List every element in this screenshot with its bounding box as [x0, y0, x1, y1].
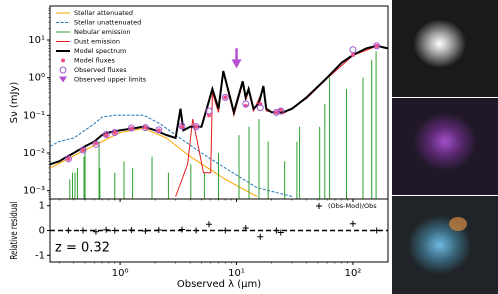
- model-flux: [104, 133, 109, 138]
- y-tick-label: 1: [39, 201, 45, 212]
- series-line: [50, 114, 293, 197]
- residual-point: [111, 227, 118, 234]
- residual-point: [373, 227, 380, 234]
- galaxy-image: [392, 196, 498, 294]
- legend: Stellar attenuated Stellar unattenuatedNe…: [56, 9, 147, 84]
- model-flux: [374, 43, 379, 48]
- annotation: z = 0.32: [55, 241, 110, 256]
- residual-point: [257, 233, 264, 240]
- residual-point: [349, 220, 356, 227]
- residual-panel: -1 0 1 10⁰ 10¹ 10² Relative residual z = 0.32 Ob…: [9, 198, 389, 290]
- x-axis-label: Observed λ (μm): [177, 279, 261, 290]
- observed-flux: [256, 104, 264, 112]
- legend-label: Observed fluxes: [74, 66, 127, 74]
- residual-point: [92, 228, 99, 235]
- model-flux: [93, 141, 98, 146]
- model-flux: [278, 107, 283, 112]
- observed-flux: [277, 107, 285, 115]
- residual-point: [103, 226, 110, 233]
- model-flux: [223, 95, 228, 100]
- series-line: [175, 45, 388, 197]
- residual-point: [79, 227, 86, 234]
- y-tick-label: 10⁻²: [23, 148, 45, 159]
- x-tick-label: 10⁰: [112, 268, 129, 279]
- observed-flux: [272, 108, 280, 116]
- y-axis-label: Sν (mJy): [9, 82, 20, 124]
- legend-label: Stellar attenuated: [74, 9, 133, 17]
- observed-flux: [155, 126, 163, 134]
- legend-label: Dust emission: [74, 38, 120, 46]
- y-tick-label: 10¹: [28, 35, 45, 46]
- legend-label: Model spectrum: [74, 47, 126, 55]
- observed-flux: [127, 124, 135, 132]
- legend-label: Stellar unattenuated: [74, 19, 141, 27]
- legend-swatch: [316, 203, 322, 209]
- y-tick-label: 10⁻¹: [23, 110, 45, 121]
- legend-swatch: [59, 76, 67, 83]
- model-flux: [156, 128, 161, 133]
- observed-flux: [64, 155, 72, 163]
- observed-flux: [111, 128, 119, 136]
- residual-point: [65, 227, 72, 234]
- legend-swatch: [59, 66, 67, 74]
- plot-area: [50, 42, 388, 199]
- residual-point: [242, 225, 249, 232]
- plot-area: [65, 220, 380, 240]
- observed-flux: [92, 140, 100, 148]
- upper-limit-head: [231, 59, 242, 69]
- x-tick-label: 10¹: [228, 268, 245, 279]
- series-line: [50, 127, 258, 197]
- observed-flux: [205, 107, 213, 115]
- observed-flux: [373, 42, 381, 50]
- model-flux: [80, 148, 85, 153]
- galaxy-image: [392, 98, 498, 195]
- observed-flux: [242, 100, 250, 108]
- x-tick-label: 10²: [345, 268, 362, 279]
- model-flux: [143, 125, 148, 130]
- residual-point: [273, 227, 280, 234]
- legend-label: Model fluxes: [74, 57, 115, 65]
- residual-point: [155, 227, 162, 234]
- legend: (Obs-Mod)/Obs: [316, 202, 377, 210]
- residual-point: [178, 226, 185, 233]
- y-axis-label: Relative residual: [9, 202, 20, 260]
- observed-flux: [192, 123, 200, 131]
- model-flux: [66, 156, 71, 161]
- y-tick-label: 10⁻³: [23, 186, 45, 197]
- observed-flux: [178, 122, 186, 130]
- legend-swatch: [61, 58, 65, 63]
- legend-label: (Obs-Mod)/Obs: [328, 202, 377, 210]
- model-flux: [129, 126, 134, 131]
- model-flux: [112, 130, 117, 135]
- legend-label: Nebular emission: [74, 28, 130, 36]
- residual-point: [222, 227, 229, 234]
- y-tick-label: 10⁰: [28, 73, 45, 84]
- observed-flux: [141, 124, 149, 132]
- residual-point: [205, 221, 212, 228]
- galaxy-feature: [449, 217, 467, 231]
- model-flux: [194, 124, 199, 129]
- residual-point: [128, 227, 135, 234]
- galaxy-image: [392, 0, 498, 97]
- upper-limit: [231, 48, 242, 69]
- y-tick-label: -1: [35, 250, 45, 261]
- legend-label: Observed upper limits: [74, 76, 147, 84]
- residual-point: [193, 227, 200, 234]
- observed-flux: [349, 46, 357, 54]
- observed-flux: [79, 146, 87, 154]
- model-flux: [350, 52, 355, 57]
- y-tick-label: 0: [39, 226, 45, 237]
- residual-point: [277, 229, 284, 236]
- residual-point: [142, 227, 149, 234]
- sed-panel: 10⁻³ 10⁻² 10⁻¹ 10⁰ 10¹ Sν (mJy) Stellar attenu…: [9, 5, 389, 202]
- observed-flux: [221, 93, 229, 101]
- observed-flux: [102, 130, 110, 138]
- model-flux: [179, 124, 184, 129]
